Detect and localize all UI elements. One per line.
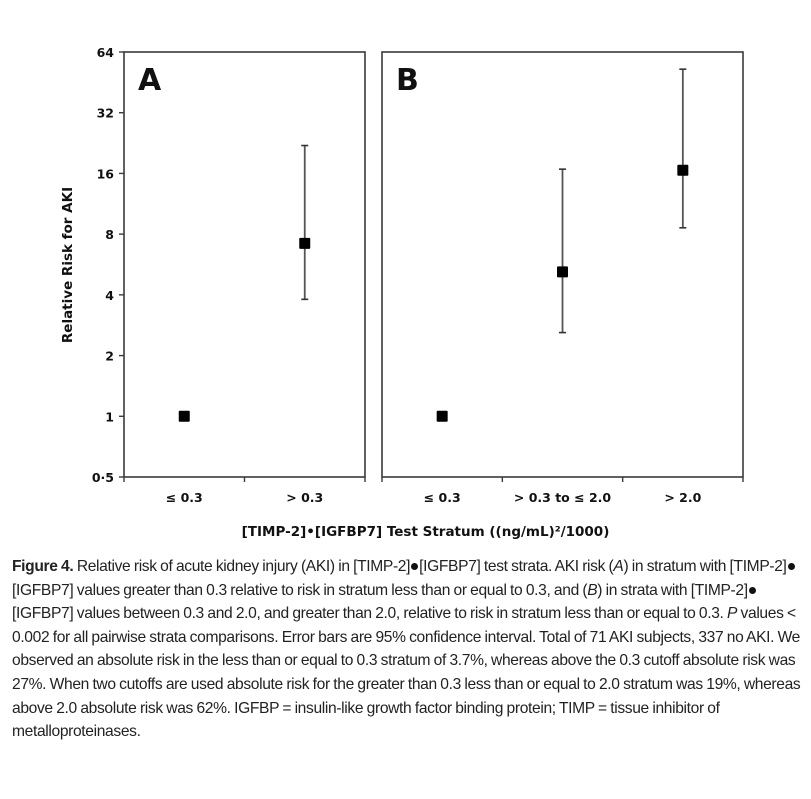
plot-frame <box>123 51 366 478</box>
x-tick-label: ≤ 0.3 <box>424 490 461 505</box>
data-point-marker <box>299 237 311 249</box>
x-tick-label: ≤ 0.3 <box>166 490 203 505</box>
caption-text-3: ) in stratum with [TIMP-2] <box>623 558 787 575</box>
caption-italic-a: A <box>613 558 624 575</box>
figure-caption: Figure 4. Relative risk of acute kidney … <box>12 555 804 744</box>
y-tick-label: 32 <box>97 106 114 121</box>
data-point-marker <box>178 410 190 422</box>
x-tick-label: > 0.3 to ≤ 2.0 <box>514 490 612 505</box>
caption-italic-b: B <box>587 581 598 599</box>
panel-label: B <box>396 63 419 98</box>
bullet-dot-icon <box>748 586 756 594</box>
y-tick-label: 2 <box>105 349 114 364</box>
bullet-dot-icon <box>787 563 795 570</box>
panel-a: A 64 32 16 8 4 2 1 0·5 ≤ 0.3 > 0.3 <box>92 45 366 505</box>
caption-text-1: Relative risk of acute kidney injury (AK… <box>73 558 411 575</box>
bullet-dot-icon <box>411 563 419 570</box>
plot-frame <box>381 51 744 478</box>
x-axis-title: [TIMP-2]•[IGFBP7] Test Stratum ((ng/mL)²… <box>241 524 610 540</box>
panel-label: A <box>138 63 162 98</box>
y-tick-label: 1 <box>105 409 114 424</box>
y-axis-title-text: Relative Risk for AKI <box>60 186 76 344</box>
figure-label: Figure 4. <box>12 558 74 575</box>
chart-canvas: A 64 32 16 8 4 2 1 0·5 ≤ 0.3 > 0.3 B ≤ 0.3 > 0.3 to … <box>92 45 744 505</box>
caption-text-4: [IGFBP7] values greater than 0.3 relativ… <box>12 581 588 599</box>
y-tick-label: 4 <box>105 288 114 303</box>
y-tick-label: 0·5 <box>92 470 114 485</box>
y-tick-label: 64 <box>97 45 115 60</box>
data-point-marker <box>436 410 448 422</box>
panel-b: B ≤ 0.3 > 0.3 to ≤ 2.0 > 2.0 <box>381 51 744 505</box>
caption-italic-p: P <box>727 605 738 623</box>
x-tick-label: > 0.3 <box>286 490 323 505</box>
figure-4: A 64 32 16 8 4 2 1 0·5 ≤ 0.3 > 0.3 B ≤ 0.3 > 0.3 to … <box>60 45 744 540</box>
caption-text-5: ) in strata with [TIMP-2] <box>597 581 748 599</box>
caption-text-6: [IGFBP7] values between 0.3 and 2.0, and… <box>12 605 727 623</box>
y-tick-label: 8 <box>105 227 114 242</box>
caption-text-2: [IGFBP7] test strata. AKI risk ( <box>419 558 614 575</box>
data-point-marker <box>677 164 689 176</box>
x-tick-label: > 2.0 <box>664 490 701 505</box>
caption-text-7: values < 0.002 for all pairwise strata c… <box>12 605 801 741</box>
y-tick-label: 16 <box>97 166 115 181</box>
data-point-marker <box>557 266 568 278</box>
